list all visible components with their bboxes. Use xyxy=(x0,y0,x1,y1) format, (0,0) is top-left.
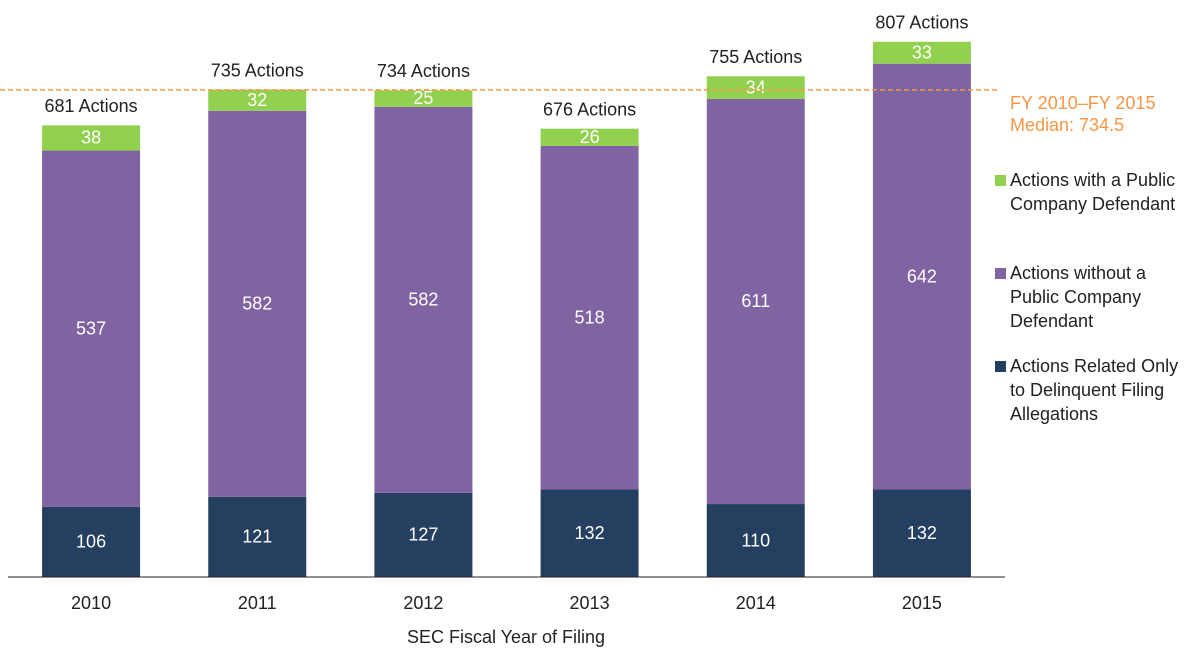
legend-swatch xyxy=(995,361,1006,372)
legend-swatch xyxy=(995,175,1006,186)
bar-segment xyxy=(208,89,307,111)
bar-segment xyxy=(540,145,639,490)
bar-segment xyxy=(706,504,805,577)
bar-segment xyxy=(208,110,307,497)
value-label: 26 xyxy=(580,127,600,147)
bar-segment xyxy=(872,489,971,577)
value-label: 25 xyxy=(413,88,433,108)
legend-label: Actions without a Public Company Defenda… xyxy=(1010,263,1147,331)
bar-segment xyxy=(374,492,473,577)
total-label: 734 Actions xyxy=(377,61,470,81)
legend-label: Actions Related Only to Delinquent Filin… xyxy=(1010,356,1179,424)
value-label: 611 xyxy=(741,291,770,311)
bar-segment xyxy=(706,98,805,505)
legend-label: Actions with a Public Company Defendant xyxy=(1010,170,1176,214)
bar-segment xyxy=(706,76,805,99)
value-label: 518 xyxy=(575,307,605,327)
value-label: 121 xyxy=(242,527,272,547)
value-label: 38 xyxy=(81,128,101,148)
value-label: 34 xyxy=(746,77,766,97)
x-tick-label: 2014 xyxy=(736,593,776,613)
x-tick-label: 2012 xyxy=(403,593,443,613)
legend-swatch xyxy=(995,268,1006,279)
value-label: 582 xyxy=(242,294,272,314)
bar-segment xyxy=(872,63,971,490)
total-label: 681 Actions xyxy=(45,96,138,116)
value-label: 106 xyxy=(76,532,106,552)
bar-segment xyxy=(540,489,639,577)
median-label: FY 2010–FY 2015 xyxy=(1010,92,1156,113)
bar-segment xyxy=(42,150,141,507)
total-label: 755 Actions xyxy=(709,47,802,67)
bar-segment xyxy=(540,128,639,146)
value-label: 582 xyxy=(408,290,438,310)
total-label: 807 Actions xyxy=(875,13,968,33)
value-label: 132 xyxy=(575,523,605,543)
bar-segment xyxy=(208,496,307,577)
value-label: 110 xyxy=(741,530,770,550)
median-label: Median: 734.5 xyxy=(1010,114,1125,135)
value-label: 132 xyxy=(907,523,937,543)
bar-segment xyxy=(42,506,141,577)
total-label: 676 Actions xyxy=(543,99,636,119)
value-label: 32 xyxy=(247,90,267,110)
value-label: 537 xyxy=(76,318,106,338)
x-tick-label: 2015 xyxy=(902,593,942,613)
x-tick-label: 2010 xyxy=(71,593,111,613)
x-axis-title: SEC Fiscal Year of Filing xyxy=(407,627,605,647)
bar-segment xyxy=(42,125,141,151)
value-label: 33 xyxy=(912,42,932,62)
bar-segment xyxy=(374,90,473,107)
bar-segment xyxy=(374,106,473,493)
value-label: 642 xyxy=(907,266,937,286)
value-label: 127 xyxy=(408,525,438,545)
x-tick-label: 2011 xyxy=(238,593,277,613)
bar-segment xyxy=(872,41,971,64)
total-label: 735 Actions xyxy=(211,60,304,80)
x-tick-label: 2013 xyxy=(570,593,610,613)
